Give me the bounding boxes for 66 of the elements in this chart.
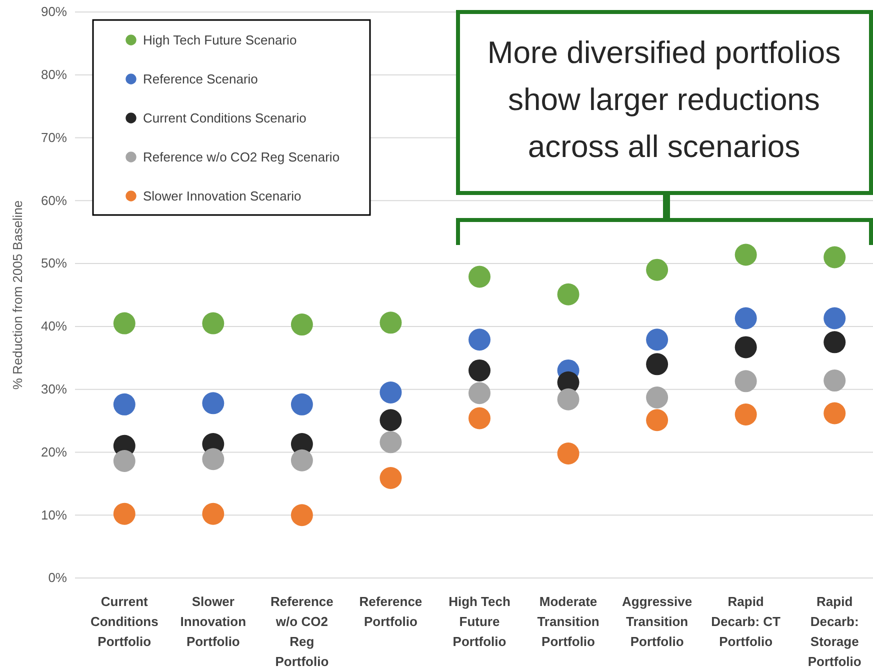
point bbox=[734, 370, 757, 392]
point bbox=[557, 388, 580, 410]
point bbox=[202, 392, 224, 414]
point bbox=[646, 353, 668, 376]
y-tick-label: 50% bbox=[40, 256, 68, 271]
x-tick-label: Slower Innovation Portfolio bbox=[180, 594, 246, 649]
point bbox=[557, 442, 580, 464]
point bbox=[557, 283, 580, 306]
point bbox=[113, 450, 136, 472]
point bbox=[468, 382, 490, 404]
y-tick-label: 40% bbox=[40, 318, 68, 334]
point bbox=[824, 402, 846, 424]
point bbox=[290, 314, 313, 336]
y-tick-label: 30% bbox=[40, 381, 68, 396]
point bbox=[113, 393, 136, 416]
annotation: More diversified portfolios show larger reductions across all scenarios bbox=[487, 35, 841, 164]
legend-label: Current Conditions Scenario bbox=[143, 110, 306, 126]
point bbox=[113, 502, 136, 525]
point bbox=[380, 431, 402, 454]
x-tick-label: Rapid Decarb: Storage Portfolio bbox=[808, 594, 862, 669]
legend-label: Slower Innovation Scenario bbox=[143, 188, 302, 204]
point bbox=[646, 386, 668, 408]
legend-label: Reference w/o CO2 Reg Scenario bbox=[143, 150, 340, 164]
point bbox=[468, 359, 490, 382]
point bbox=[824, 307, 846, 330]
point bbox=[380, 409, 402, 432]
point bbox=[202, 502, 224, 525]
x-tick-label: Rapid Decarb: CT Portfolio bbox=[711, 594, 781, 649]
point bbox=[380, 312, 402, 334]
point bbox=[646, 328, 668, 351]
point bbox=[468, 266, 490, 288]
point bbox=[290, 449, 313, 472]
legend-label: Reference Scenario bbox=[143, 72, 258, 86]
y-axis-title: % Reduction from 2005 Baseline bbox=[10, 200, 25, 390]
point bbox=[380, 467, 402, 489]
y-tick-label: 80% bbox=[40, 67, 68, 82]
x-tick-label: Aggressive Transition Portfolio bbox=[622, 594, 692, 649]
point bbox=[113, 312, 136, 334]
y-tick-label: 90% bbox=[40, 4, 68, 20]
y-tick-label: 70% bbox=[40, 130, 68, 145]
x-tick-label: Moderate Transition Portfolio bbox=[537, 594, 600, 649]
point bbox=[290, 504, 313, 526]
point bbox=[646, 258, 668, 281]
point bbox=[290, 393, 313, 416]
point bbox=[468, 328, 490, 351]
point bbox=[468, 407, 490, 430]
x-tick-label: Reference w/o CO2 Reg Portfolio bbox=[270, 594, 334, 669]
y-tick-label: 60% bbox=[40, 192, 68, 208]
point bbox=[380, 382, 402, 404]
x-tick-label: Current Conditions Portfolio bbox=[90, 594, 158, 649]
point bbox=[734, 404, 757, 426]
y-tick-label: 20% bbox=[40, 444, 68, 460]
y-tick-label: 10% bbox=[40, 507, 68, 522]
legend-label: High Tech Future Scenario bbox=[143, 32, 297, 48]
x-tick-label: Reference Portfolio bbox=[359, 594, 422, 629]
point bbox=[734, 336, 757, 358]
point bbox=[202, 448, 224, 470]
point bbox=[824, 370, 846, 392]
point bbox=[202, 312, 224, 334]
point bbox=[734, 307, 757, 330]
point bbox=[734, 244, 757, 266]
y-tick-label: 0% bbox=[48, 570, 68, 586]
point bbox=[646, 409, 668, 432]
point bbox=[824, 246, 846, 268]
point bbox=[824, 331, 846, 354]
x-tick-label: High Tech Future Portfolio bbox=[448, 594, 510, 649]
